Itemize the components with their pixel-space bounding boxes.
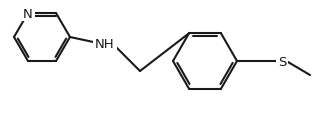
Text: NH: NH	[95, 38, 115, 51]
Text: N: N	[23, 7, 33, 20]
Text: S: S	[278, 55, 286, 68]
